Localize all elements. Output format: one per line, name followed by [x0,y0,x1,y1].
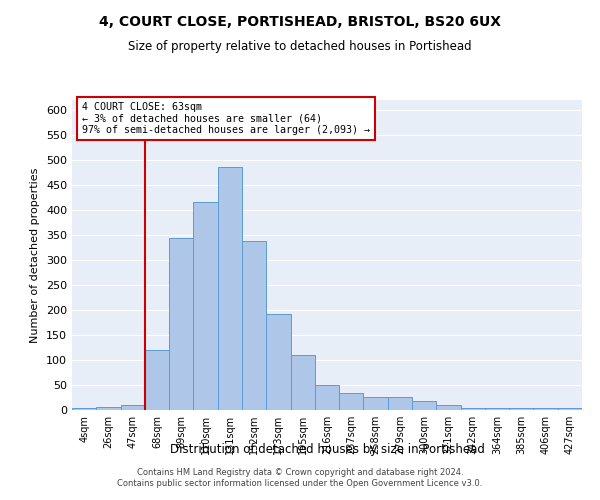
Bar [533,408,558,410]
Bar [485,408,509,410]
Bar [266,314,290,410]
Bar [436,405,461,410]
Text: Contains HM Land Registry data © Crown copyright and database right 2024.
Contai: Contains HM Land Registry data © Crown c… [118,468,482,487]
Bar [364,396,388,410]
Bar [412,401,436,410]
Bar [558,408,582,410]
Bar [169,238,193,410]
Bar [388,397,412,410]
Text: Size of property relative to detached houses in Portishead: Size of property relative to detached ho… [128,40,472,53]
Bar [218,166,242,410]
Bar [461,408,485,410]
Bar [290,355,315,410]
Bar [72,408,96,410]
Bar [339,392,364,410]
Bar [193,202,218,410]
Bar [509,408,533,410]
Bar [121,405,145,410]
Text: 4 COURT CLOSE: 63sqm
← 3% of detached houses are smaller (64)
97% of semi-detach: 4 COURT CLOSE: 63sqm ← 3% of detached ho… [82,102,370,134]
Bar [315,385,339,410]
Y-axis label: Number of detached properties: Number of detached properties [31,168,40,342]
Text: 4, COURT CLOSE, PORTISHEAD, BRISTOL, BS20 6UX: 4, COURT CLOSE, PORTISHEAD, BRISTOL, BS2… [99,15,501,29]
Bar [145,350,169,410]
Bar [242,241,266,410]
Text: Distribution of detached houses by size in Portishead: Distribution of detached houses by size … [170,444,484,456]
Bar [96,406,121,410]
